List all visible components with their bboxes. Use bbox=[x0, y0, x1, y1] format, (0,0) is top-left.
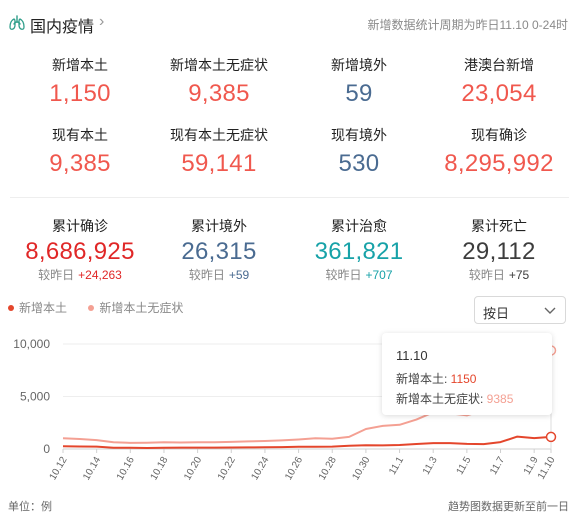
legend-dot-icon bbox=[8, 304, 14, 311]
diff-label: 较昨日 bbox=[38, 268, 75, 282]
stat-value: 530 bbox=[338, 150, 380, 177]
stat-label: 港澳台新增 bbox=[464, 57, 534, 73]
x-tick-label: 10.24 bbox=[249, 455, 271, 483]
stat-label: 累计境外 bbox=[191, 218, 247, 234]
x-tick-label: 11.7 bbox=[488, 455, 507, 477]
x-tick-label: 10.30 bbox=[350, 455, 372, 483]
y-tick-label: 10,000 bbox=[13, 337, 50, 351]
tooltip-value: 9385 bbox=[486, 392, 514, 406]
unit-note: 单位：例 bbox=[8, 501, 52, 513]
stat-new-imported: 新增境外 59 bbox=[289, 57, 429, 109]
x-tick-label: 11.10 bbox=[536, 455, 558, 482]
x-tick-label: 11.5 bbox=[455, 455, 474, 477]
stat-label: 新增境外 bbox=[331, 57, 387, 73]
stat-value: 9,385 bbox=[188, 80, 250, 107]
diff-value: +24,263 bbox=[78, 268, 122, 282]
stat-label: 新增本土无症状 bbox=[170, 57, 268, 73]
stats-period-note: 新增数据统计周期为昨日11.10 0-24时 bbox=[367, 18, 569, 32]
stat-value: 8,295,992 bbox=[444, 150, 554, 177]
stat-total-imported: 累计境外 26,315 较昨日 +59 bbox=[149, 218, 289, 282]
stat-label: 现有境外 bbox=[331, 127, 387, 143]
tooltip-label: 新增本土: bbox=[396, 372, 451, 386]
update-note: 趋势图数据更新至前一日 bbox=[448, 501, 569, 513]
stat-diff: 较昨日 +75 bbox=[429, 268, 569, 282]
legend-item-new-asymptomatic[interactable]: 新增本土无症状 bbox=[88, 299, 183, 316]
stat-value: 59 bbox=[345, 80, 373, 107]
period-select[interactable]: 按日 bbox=[474, 296, 566, 324]
stat-label: 现有本土 bbox=[52, 127, 108, 143]
chart-legend: 新增本土 新增本土无症状 bbox=[8, 299, 201, 316]
diff-label: 较昨日 bbox=[325, 268, 362, 282]
series-line-new-local bbox=[62, 435, 552, 449]
tooltip-date: 11.10 bbox=[396, 348, 428, 363]
stat-total-deaths: 累计死亡 29,112 较昨日 +75 bbox=[429, 218, 569, 282]
highlight-point bbox=[545, 431, 557, 443]
stat-value: 9,385 bbox=[49, 150, 111, 177]
page-title[interactable]: 国内疫情 bbox=[30, 19, 95, 36]
legend-item-new-local[interactable]: 新增本土 bbox=[8, 299, 67, 316]
diff-value: +75 bbox=[508, 268, 530, 282]
stat-label: 现有确诊 bbox=[471, 127, 527, 143]
x-tick-label: 10.14 bbox=[81, 455, 103, 483]
diff-label: 较昨日 bbox=[468, 268, 505, 282]
stat-value: 361,821 bbox=[314, 238, 404, 265]
x-tick-label: 11.1 bbox=[387, 455, 406, 477]
stat-new-hk-macao-taiwan: 港澳台新增 23,054 bbox=[429, 57, 569, 109]
trend-chart[interactable]: 0 5,000 10,000 10.12 10.14 10.16 10.18 10.20 10.… bbox=[0, 325, 579, 495]
divider bbox=[10, 197, 569, 198]
stat-value: 8,686,925 bbox=[25, 238, 135, 265]
stat-current-confirmed: 现有确诊 8,295,992 bbox=[429, 127, 569, 179]
legend-dot-icon bbox=[88, 304, 95, 311]
y-tick-label: 0 bbox=[43, 442, 50, 456]
legend-label: 新增本土 bbox=[19, 301, 68, 315]
tooltip-label: 新增本土无症状: bbox=[396, 392, 487, 406]
chevron-right-icon[interactable]: › bbox=[99, 13, 105, 30]
stat-value: 29,112 bbox=[462, 238, 536, 265]
x-tick-label: 10.12 bbox=[48, 455, 70, 483]
diff-label: 较昨日 bbox=[188, 268, 225, 282]
x-tick-label: 11.3 bbox=[421, 455, 440, 477]
stat-label: 累计死亡 bbox=[471, 218, 527, 234]
x-tick-label: 10.18 bbox=[149, 455, 171, 483]
header: 国内疫情 › 新增数据统计周期为昨日11.10 0-24时 bbox=[0, 0, 579, 44]
stat-label: 新增本土 bbox=[52, 57, 108, 73]
x-tick-label: 10.16 bbox=[115, 455, 137, 483]
stat-diff: 较昨日 +24,263 bbox=[10, 268, 150, 282]
stat-current-local: 现有本土 9,385 bbox=[10, 127, 150, 179]
x-tick-label: 10.20 bbox=[182, 455, 204, 483]
stat-value: 26,315 bbox=[181, 238, 257, 265]
stat-current-local-asymptomatic: 现有本土无症状 59,141 bbox=[149, 127, 289, 179]
stat-diff: 较昨日 +707 bbox=[289, 268, 429, 282]
stat-total-recovered: 累计治愈 361,821 较昨日 +707 bbox=[289, 218, 429, 282]
diff-value: +707 bbox=[365, 268, 393, 282]
stat-new-local-asymptomatic: 新增本土无症状 9,385 bbox=[149, 57, 289, 109]
diff-value: +59 bbox=[228, 268, 250, 282]
legend-label: 新增本土无症状 bbox=[99, 301, 184, 315]
x-tick-label: 10.28 bbox=[317, 455, 339, 483]
period-select-value: 按日 bbox=[483, 306, 510, 321]
stat-label: 累计治愈 bbox=[331, 218, 387, 234]
stat-value: 59,141 bbox=[181, 150, 257, 177]
tooltip-value: 1150 bbox=[450, 372, 477, 386]
stat-value: 1,150 bbox=[49, 80, 111, 107]
tooltip-row-local: 新增本土: 1150 bbox=[396, 370, 476, 387]
x-tick-label: 10.22 bbox=[216, 455, 238, 483]
tooltip-row-asymptomatic: 新增本土无症状: 9385 bbox=[396, 390, 513, 407]
x-tick-label: 10.26 bbox=[283, 455, 305, 483]
chevron-down-icon bbox=[544, 307, 556, 314]
stat-value: 23,054 bbox=[461, 80, 537, 107]
stat-label: 现有本土无症状 bbox=[170, 127, 268, 143]
stat-new-local: 新增本土 1,150 bbox=[10, 57, 150, 109]
stat-total-confirmed: 累计确诊 8,686,925 较昨日 +24,263 bbox=[10, 218, 150, 282]
stat-label: 累计确诊 bbox=[52, 218, 108, 234]
stat-diff: 较昨日 +59 bbox=[149, 268, 289, 282]
lungs-icon bbox=[9, 15, 25, 30]
stat-current-imported: 现有境外 530 bbox=[289, 127, 429, 179]
chart-tooltip: 11.10 新增本土: 1150 新增本土无症状: 9385 bbox=[382, 333, 552, 415]
y-tick-label: 5,000 bbox=[20, 390, 50, 404]
